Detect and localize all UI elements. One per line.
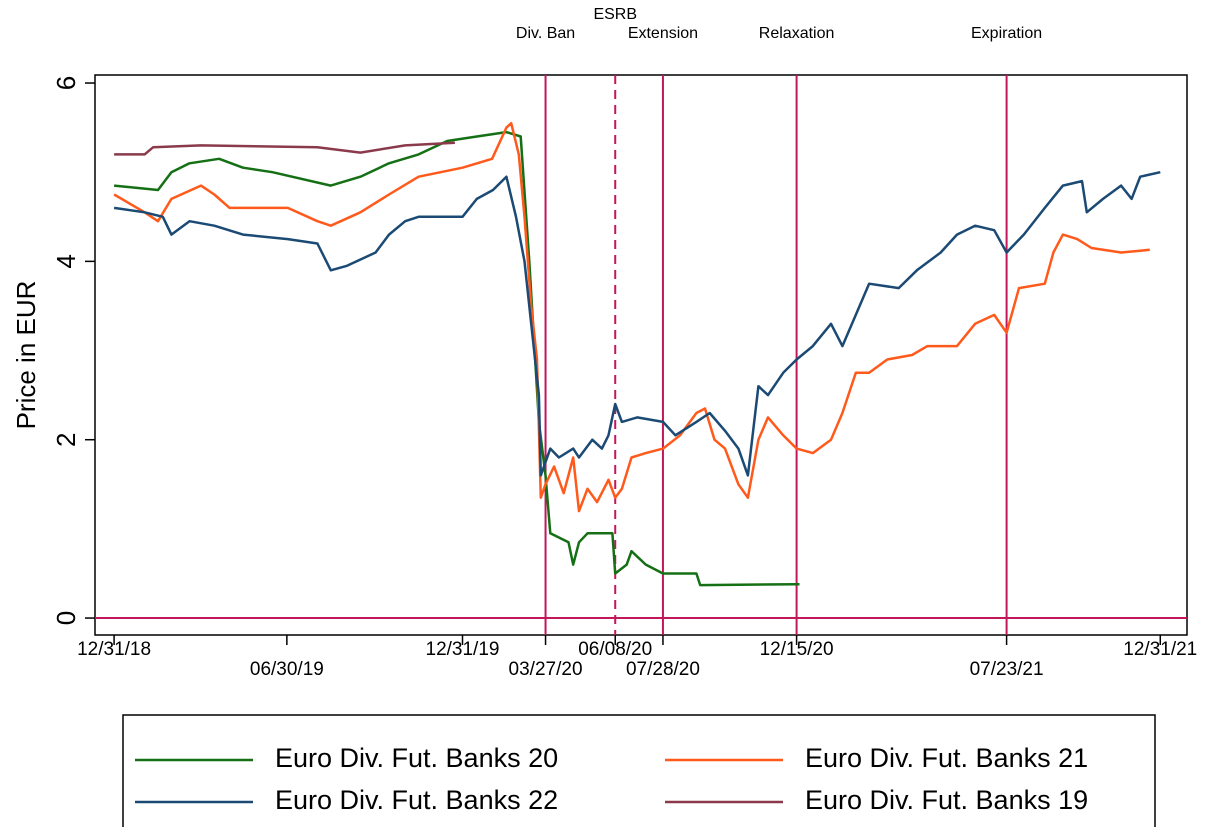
legend-box: [122, 714, 1156, 827]
series-line: [113, 170, 1161, 477]
x-tick-label: 12/31/18: [77, 639, 151, 660]
event-label: Expiration: [971, 25, 1042, 42]
y-tick-label: 4: [51, 254, 81, 268]
y-tick-label: 2: [51, 432, 81, 446]
x-tick-label: 12/31/21: [1123, 639, 1197, 660]
event-label: Div. Ban: [516, 25, 575, 42]
x-tick-label: 07/23/21: [970, 659, 1044, 680]
x-tick-label: 12/15/20: [760, 639, 834, 660]
legend-label: Euro Div. Fut. Banks 21: [805, 743, 1088, 773]
series-line: [114, 141, 455, 156]
legend-label: Euro Div. Fut. Banks 19: [805, 785, 1088, 815]
x-tick-label: 03/27/20: [509, 659, 583, 680]
legend-label: Euro Div. Fut. Banks 22: [275, 785, 558, 815]
series-line: [113, 130, 800, 587]
event-label: Extension: [628, 25, 698, 42]
legend-label: Euro Div. Fut. Banks 20: [275, 743, 558, 773]
plot-frame: [94, 74, 1188, 636]
y-tick-label: 0: [51, 611, 81, 625]
y-tick-label: 6: [51, 76, 81, 90]
x-tick-label: 06/08/20: [578, 639, 652, 660]
x-tick-label: 12/31/19: [426, 639, 500, 660]
event-label: Relaxation: [759, 25, 835, 42]
y-axis-label: Price in EUR: [11, 281, 41, 430]
event-label: ESRB: [593, 6, 637, 23]
series-line: [113, 121, 1150, 513]
x-tick-label: 07/28/20: [626, 659, 700, 680]
x-tick-label: 06/30/19: [250, 659, 324, 680]
